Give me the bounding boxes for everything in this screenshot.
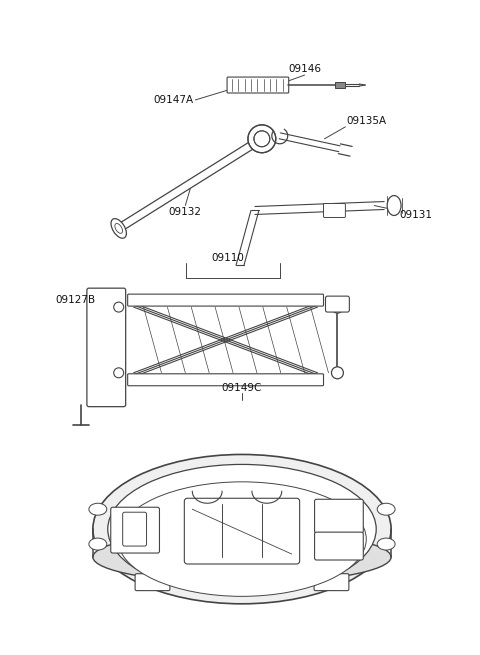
Ellipse shape <box>89 503 107 515</box>
Ellipse shape <box>377 538 395 550</box>
Ellipse shape <box>108 464 376 594</box>
Ellipse shape <box>93 531 391 583</box>
Text: 09135A: 09135A <box>347 116 386 126</box>
Circle shape <box>332 301 343 313</box>
Ellipse shape <box>377 503 395 515</box>
FancyBboxPatch shape <box>128 374 324 386</box>
Circle shape <box>114 368 124 378</box>
FancyBboxPatch shape <box>87 288 126 407</box>
FancyBboxPatch shape <box>184 498 300 564</box>
Circle shape <box>248 125 276 153</box>
Text: 09146: 09146 <box>288 64 321 74</box>
FancyBboxPatch shape <box>314 574 349 591</box>
Text: 09110: 09110 <box>212 253 244 263</box>
Text: 09147A: 09147A <box>153 95 193 105</box>
Circle shape <box>332 367 343 379</box>
Ellipse shape <box>93 455 391 604</box>
FancyBboxPatch shape <box>111 507 159 553</box>
Ellipse shape <box>118 482 366 596</box>
FancyBboxPatch shape <box>128 294 324 306</box>
Circle shape <box>114 302 124 312</box>
FancyBboxPatch shape <box>314 499 363 533</box>
FancyBboxPatch shape <box>135 574 170 591</box>
Text: 09149C: 09149C <box>222 383 262 393</box>
FancyBboxPatch shape <box>325 296 349 312</box>
Ellipse shape <box>111 219 126 238</box>
Ellipse shape <box>89 538 107 550</box>
Text: 09127B: 09127B <box>56 295 96 305</box>
FancyBboxPatch shape <box>324 204 346 217</box>
FancyBboxPatch shape <box>225 574 259 591</box>
FancyBboxPatch shape <box>123 512 146 546</box>
Ellipse shape <box>387 196 401 215</box>
Text: 09131: 09131 <box>399 210 432 221</box>
Polygon shape <box>133 305 318 375</box>
FancyBboxPatch shape <box>314 532 363 560</box>
Text: 09132: 09132 <box>169 208 202 217</box>
FancyBboxPatch shape <box>227 77 288 93</box>
FancyBboxPatch shape <box>336 82 346 88</box>
